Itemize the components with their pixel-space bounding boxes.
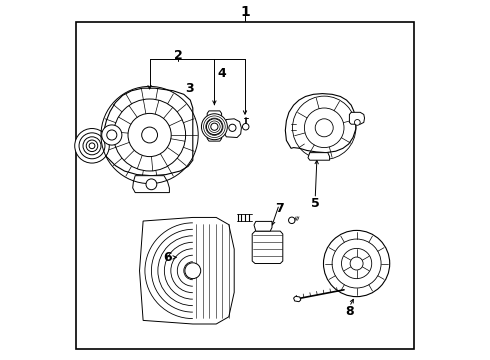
Polygon shape xyxy=(308,153,330,160)
Circle shape xyxy=(323,230,390,297)
Text: 6: 6 xyxy=(163,251,172,264)
Circle shape xyxy=(86,140,98,152)
Circle shape xyxy=(83,137,101,155)
Circle shape xyxy=(102,125,122,145)
Circle shape xyxy=(354,120,360,125)
Text: 1: 1 xyxy=(240,5,250,18)
Text: 2: 2 xyxy=(174,49,183,62)
Circle shape xyxy=(107,130,117,140)
Polygon shape xyxy=(294,296,301,302)
Circle shape xyxy=(211,123,218,130)
Circle shape xyxy=(315,119,333,137)
Polygon shape xyxy=(349,112,365,124)
Polygon shape xyxy=(252,231,283,264)
Circle shape xyxy=(185,263,201,279)
Polygon shape xyxy=(223,119,242,138)
Circle shape xyxy=(74,129,109,163)
Circle shape xyxy=(229,124,236,131)
Text: 3: 3 xyxy=(185,82,194,95)
Circle shape xyxy=(89,143,95,149)
Circle shape xyxy=(289,217,295,224)
Polygon shape xyxy=(285,94,356,153)
Polygon shape xyxy=(104,88,193,176)
Polygon shape xyxy=(140,217,234,324)
Circle shape xyxy=(146,179,157,190)
Circle shape xyxy=(206,119,222,135)
Text: 4: 4 xyxy=(217,67,226,80)
Text: 8: 8 xyxy=(345,305,354,318)
Circle shape xyxy=(243,123,249,130)
Polygon shape xyxy=(207,111,221,141)
Polygon shape xyxy=(254,221,272,231)
Circle shape xyxy=(350,257,363,270)
Polygon shape xyxy=(133,176,170,193)
Text: 5: 5 xyxy=(311,197,319,210)
Circle shape xyxy=(201,114,227,140)
Text: 7: 7 xyxy=(275,202,284,215)
Circle shape xyxy=(142,127,157,143)
Circle shape xyxy=(79,133,105,159)
